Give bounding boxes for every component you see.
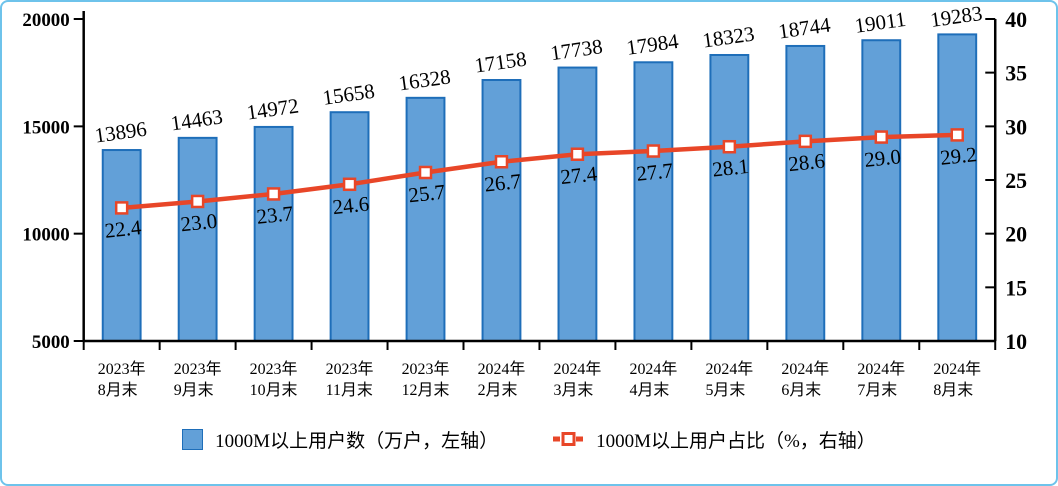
legend: 1000M以上用户数（万户，左轴） 1000M以上用户占比（%，右轴） [2, 402, 1056, 476]
line-marker [190, 194, 205, 209]
trend-line [121, 132, 958, 211]
line-marker [114, 201, 129, 215]
line-value-label: 26.7 [483, 169, 522, 197]
right-axis-tick-label: 30 [1005, 114, 1027, 139]
left-axis-tick-label: 10000 [22, 225, 69, 246]
right-axis-tick-label: 35 [1005, 61, 1027, 86]
x-category-label: 2024年 5月末 [705, 360, 753, 399]
bar [861, 39, 902, 343]
right-axis-tick-label: 10 [1005, 329, 1027, 354]
bar-value-label: 19011 [853, 7, 907, 38]
line-marker [418, 165, 433, 180]
line-marker [874, 130, 889, 144]
x-category-label: 2023年 10月末 [250, 360, 298, 399]
line-value-label: 28.6 [787, 149, 826, 177]
x-category-label: 2024年 2月末 [478, 360, 526, 399]
bar [557, 66, 598, 343]
bar-value-label: 17984 [625, 29, 681, 60]
line-marker [494, 155, 509, 169]
bar-value-label: 17738 [549, 34, 604, 65]
bar-value-label: 17158 [473, 47, 528, 78]
left-axis-tick-label: 5000 [32, 332, 70, 353]
bar [253, 125, 294, 342]
line-value-label: 29.0 [863, 144, 902, 172]
bar [481, 79, 522, 342]
bar [177, 136, 218, 342]
right-axis-tick-label: 15 [1005, 275, 1027, 300]
bar [709, 53, 750, 342]
line-series-swatch [553, 432, 584, 446]
legend-item-line: 1000M以上用户占比（%，右轴） [552, 426, 876, 453]
line-value-label: 27.4 [559, 161, 598, 189]
line-value-label: 22.4 [103, 215, 142, 243]
x-category-label: 2023年 12月末 [402, 360, 450, 399]
line-marker [266, 187, 281, 201]
line-marker [798, 134, 813, 149]
bar [937, 33, 978, 342]
line-marker [646, 144, 661, 158]
line-marker [342, 177, 357, 192]
bar [405, 96, 446, 342]
x-category-label: 2023年 9月末 [174, 360, 222, 399]
bar [329, 111, 370, 342]
line-marker [570, 147, 585, 161]
right-axis-tick-label: 20 [1005, 222, 1027, 247]
line-marker [950, 128, 964, 142]
bar [633, 61, 674, 343]
bar [101, 149, 142, 342]
bar-value-label: 16328 [397, 64, 452, 95]
line-value-label: 25.7 [407, 180, 446, 208]
line-value-label: 28.1 [711, 154, 750, 182]
bar-value-label: 14463 [169, 104, 224, 135]
x-category-label: 2024年 7月末 [857, 360, 905, 399]
x-category-label: 2024年 8月末 [933, 360, 981, 399]
x-category-label: 2024年 3月末 [554, 360, 602, 399]
bar-value-label: 19283 [929, 2, 984, 32]
x-category-label: 2024年 6月末 [781, 360, 829, 399]
x-category-label: 2024年 4月末 [629, 360, 677, 399]
combo-chart-canvas: 5000 10000 15000 20000 10 15 20 25 30 35 40 2023年 8月… [22, 2, 1027, 399]
line-value-label: 27.7 [635, 158, 674, 186]
line-value-label: 23.0 [179, 209, 218, 237]
left-axis-tick-label: 20000 [22, 10, 69, 31]
bar-value-label: 15658 [321, 79, 376, 110]
right-axis-tick-label: 25 [1005, 168, 1027, 193]
right-axis-tick-label: 40 [1005, 7, 1027, 32]
line-series-label: 1000M以上用户占比（%，右轴） [596, 430, 876, 452]
bar-value-label: 18323 [701, 21, 756, 52]
bar-value-label: 18744 [777, 12, 833, 43]
line-value-label: 29.2 [939, 142, 978, 170]
line-marker [722, 139, 737, 154]
line-value-label: 23.7 [255, 201, 294, 229]
x-category-label: 2023年 8月末 [98, 360, 146, 399]
bar [785, 44, 826, 343]
legend-item-bars: 1000M以上用户数（万户，左轴） [182, 426, 498, 453]
left-axis-tick-label: 15000 [22, 117, 69, 138]
x-category-label: 2023年 11月末 [326, 360, 374, 399]
bar-value-label: 13896 [93, 117, 148, 148]
bar-series-label: 1000M以上用户数（万户，左轴） [215, 430, 499, 452]
bar-series-swatch [182, 428, 204, 450]
bar-value-label: 14972 [245, 93, 300, 124]
line-value-label: 24.6 [331, 191, 370, 219]
